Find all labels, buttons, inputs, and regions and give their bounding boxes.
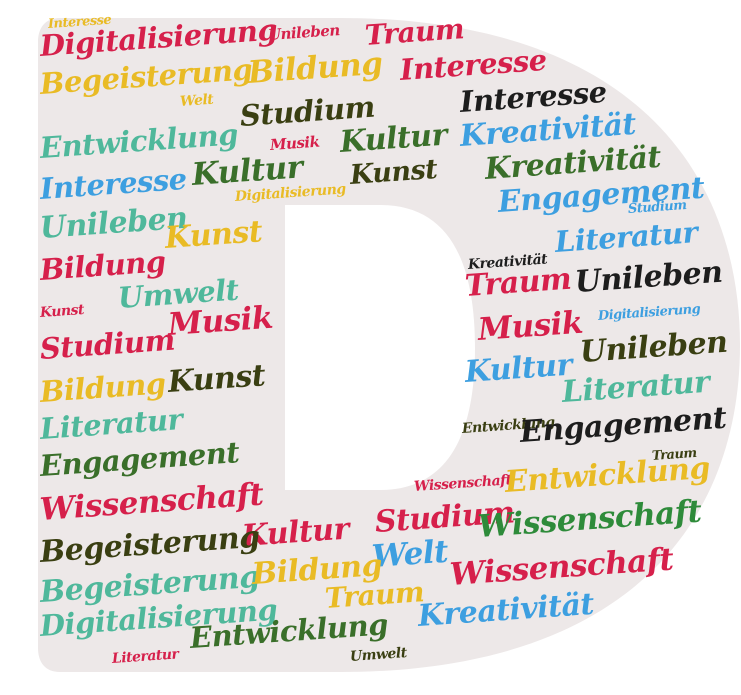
word-kunst: Kunst bbox=[39, 301, 85, 321]
word-unileben: Unileben bbox=[573, 254, 724, 300]
word-wissenschaft: Wissenschaft bbox=[38, 476, 265, 528]
word-interesse: Interesse bbox=[398, 42, 548, 87]
word-kunst: Kunst bbox=[166, 358, 267, 400]
word-bildung: Bildung bbox=[38, 366, 167, 409]
word-literatur: Literatur bbox=[111, 646, 179, 667]
word-literatur: Literatur bbox=[560, 364, 711, 410]
word-musik: Musik bbox=[166, 299, 275, 343]
word-engagement: Engagement bbox=[38, 435, 241, 483]
letter-d-outline bbox=[38, 18, 740, 672]
word-wissenschaft: Wissenschaft bbox=[448, 541, 675, 593]
word-literatur: Literatur bbox=[553, 215, 699, 259]
word-interesse: Interesse bbox=[38, 161, 188, 206]
word-traum: Traum bbox=[463, 261, 573, 304]
word-bildung: Bildung bbox=[246, 45, 384, 91]
word-kultur: Kultur bbox=[338, 117, 449, 160]
word-kunst: Kunst bbox=[163, 214, 264, 256]
word-engagement: Engagement bbox=[518, 400, 728, 450]
word-umwelt: Umwelt bbox=[349, 645, 408, 665]
word-literatur: Literatur bbox=[38, 402, 184, 446]
word-studium: Studium bbox=[38, 322, 176, 366]
word-welt: Welt bbox=[179, 91, 214, 110]
word-unileben: Unileben bbox=[267, 21, 341, 44]
word-digitalisierung: Digitalisierung bbox=[597, 301, 701, 324]
word-wissenschaft: Wissenschaft bbox=[413, 472, 513, 495]
word-entwicklung: Entwicklung bbox=[503, 450, 711, 500]
word-kultur: Kultur bbox=[463, 347, 574, 390]
word-unileben: Unileben bbox=[578, 324, 729, 370]
word-welt: Welt bbox=[370, 533, 450, 575]
word-begeisterung: Begeisterung bbox=[38, 52, 254, 101]
word-studium: Studium bbox=[627, 197, 687, 217]
word-kunst: Kunst bbox=[348, 153, 439, 191]
word-kreativitaet: Kreativität bbox=[416, 586, 595, 634]
word-musik: Musik bbox=[476, 304, 585, 348]
